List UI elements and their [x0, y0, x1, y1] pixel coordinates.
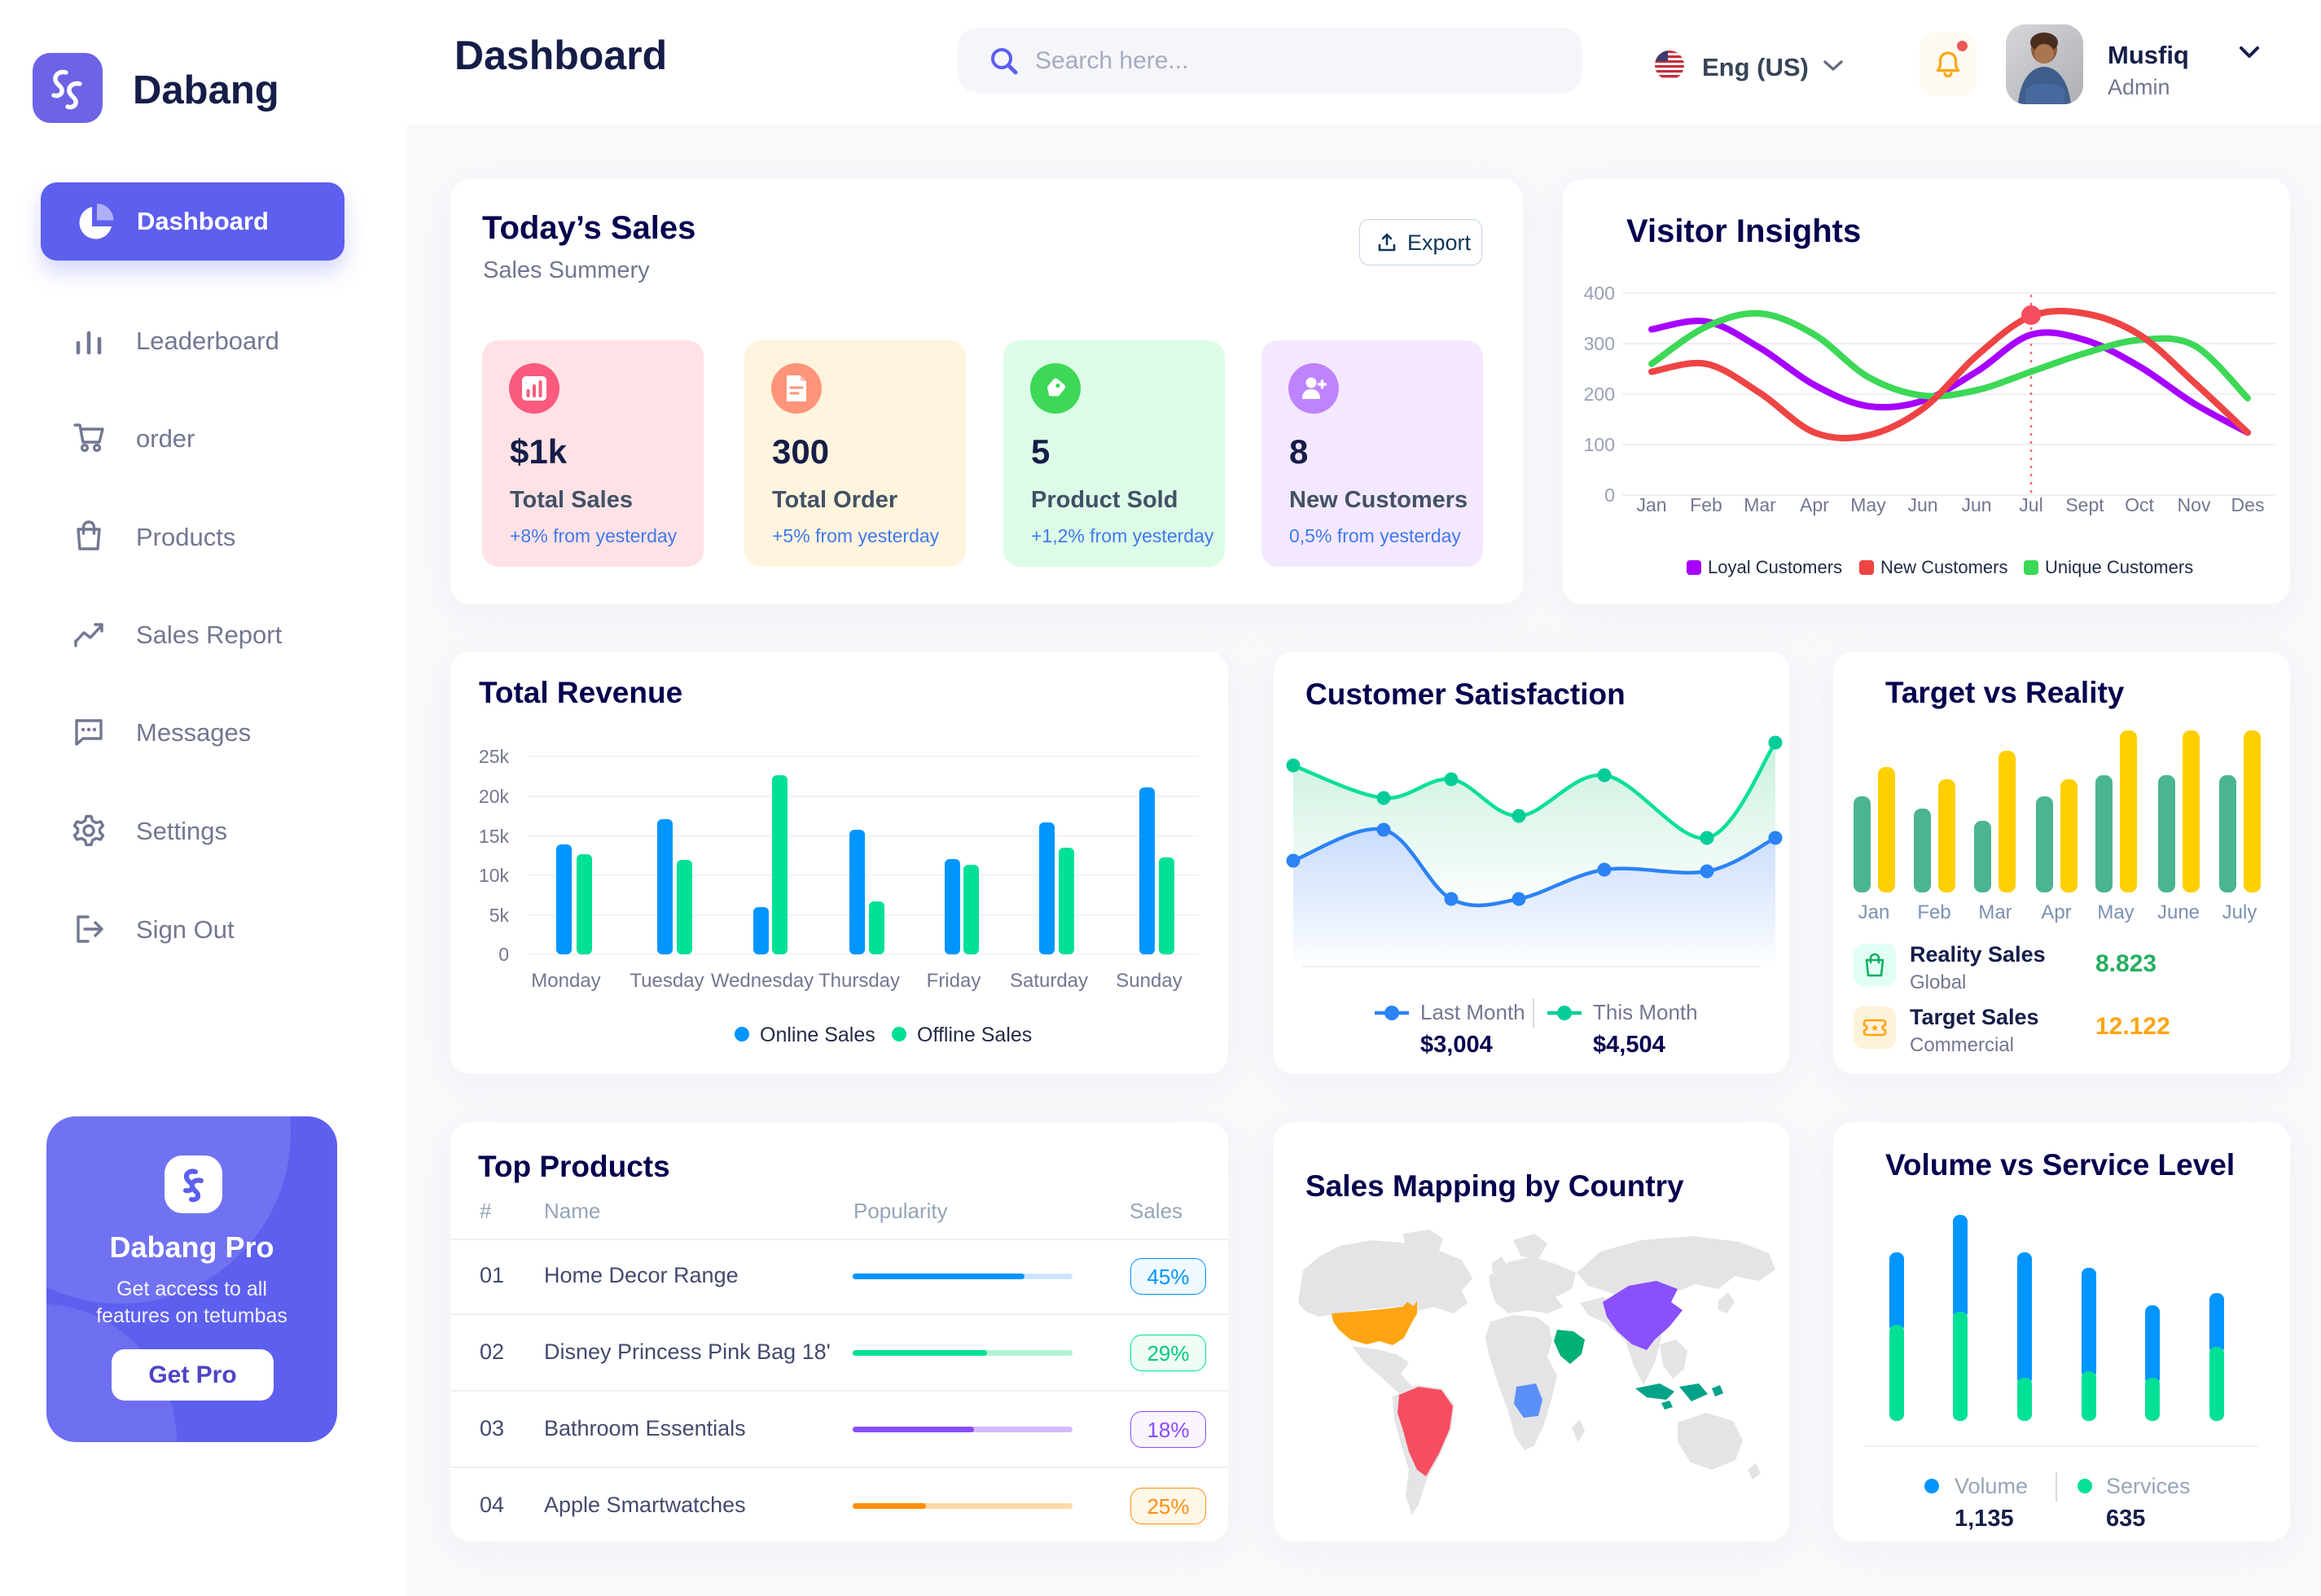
- svg-text:Jul: Jul: [2019, 494, 2042, 515]
- svg-text:Online Sales: Online Sales: [760, 1024, 875, 1046]
- svg-text:Offline Sales: Offline Sales: [917, 1024, 1032, 1046]
- svg-text:May: May: [1850, 494, 1886, 515]
- svg-text:Jan: Jan: [1636, 494, 1666, 515]
- svg-text:Thursday: Thursday: [818, 970, 900, 992]
- svg-text:$3,004: $3,004: [1420, 1032, 1493, 1058]
- svg-text:635: 635: [2106, 1506, 2145, 1532]
- svg-text:Jun: Jun: [1907, 494, 1937, 515]
- svg-text:June: June: [2157, 901, 2200, 923]
- svg-text:Apr: Apr: [2041, 901, 2071, 923]
- svg-text:1,135: 1,135: [1955, 1506, 2014, 1532]
- svg-text:300: 300: [1584, 333, 1615, 354]
- svg-text:Des: Des: [2231, 494, 2265, 515]
- svg-text:10k: 10k: [479, 865, 510, 886]
- svg-text:Mar: Mar: [1744, 494, 1776, 515]
- svg-text:Oct: Oct: [2125, 494, 2154, 515]
- svg-text:Jan: Jan: [1858, 901, 1890, 923]
- svg-text:Apr: Apr: [1800, 494, 1829, 515]
- svg-text:Monday: Monday: [531, 970, 600, 992]
- svg-text:Jun: Jun: [1961, 494, 1991, 515]
- svg-text:This Month: This Month: [1593, 1000, 1698, 1024]
- svg-text:Sunday: Sunday: [1116, 970, 1182, 992]
- svg-text:400: 400: [1584, 283, 1615, 304]
- svg-text:25k: 25k: [479, 746, 510, 767]
- svg-text:200: 200: [1584, 384, 1615, 405]
- svg-text:Mar: Mar: [1978, 901, 2012, 923]
- svg-text:100: 100: [1584, 434, 1615, 455]
- svg-text:Feb: Feb: [1690, 494, 1722, 515]
- svg-text:Volume: Volume: [1955, 1474, 2028, 1498]
- svg-text:0: 0: [498, 944, 509, 965]
- svg-text:New Customers: New Customers: [1880, 557, 2007, 577]
- svg-text:Saturday: Saturday: [1010, 970, 1088, 992]
- svg-text:$4,504: $4,504: [1593, 1032, 1665, 1058]
- svg-text:20k: 20k: [479, 786, 510, 807]
- svg-text:Sept: Sept: [2065, 494, 2104, 515]
- svg-text:5k: 5k: [489, 905, 510, 926]
- svg-text:Unique Customers: Unique Customers: [2045, 557, 2193, 577]
- svg-text:May: May: [2097, 901, 2134, 923]
- svg-text:Services: Services: [2106, 1474, 2191, 1498]
- svg-text:Wednesday: Wednesday: [711, 970, 814, 992]
- svg-text:Friday: Friday: [927, 970, 981, 992]
- svg-text:15k: 15k: [479, 826, 510, 847]
- svg-text:0: 0: [1604, 484, 1615, 506]
- svg-text:Loyal Customers: Loyal Customers: [1708, 557, 1842, 577]
- svg-text:Nov: Nov: [2178, 494, 2211, 515]
- svg-text:Last Month: Last Month: [1420, 1000, 1525, 1024]
- svg-text:July: July: [2222, 901, 2257, 923]
- svg-text:Feb: Feb: [1917, 901, 1950, 923]
- svg-text:Tuesday: Tuesday: [630, 970, 704, 992]
